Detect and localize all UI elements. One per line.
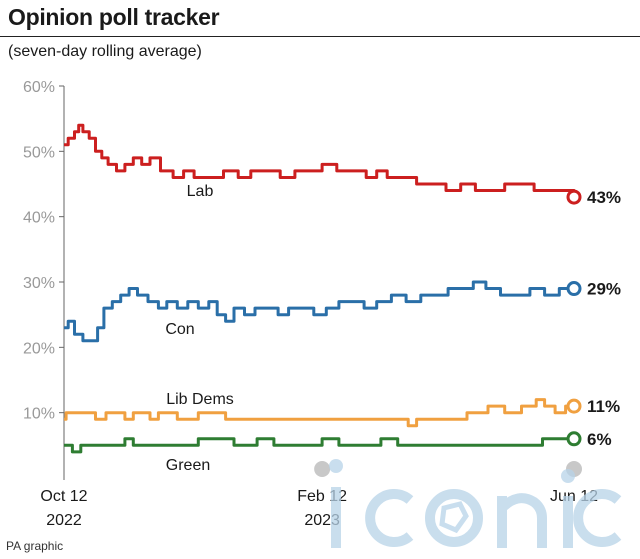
y-tick-label: 10% (23, 406, 55, 423)
series-name-label: Con (165, 321, 194, 338)
series-line-lib-dems (64, 398, 574, 428)
series-end-value-label: 29% (587, 280, 621, 299)
series-end-value-label: 43% (587, 188, 621, 207)
series-end-marker (566, 281, 582, 297)
chart-subtitle: (seven-day rolling average) (8, 43, 202, 60)
series-line-con (64, 280, 574, 343)
series-end-marker (566, 431, 582, 447)
series-line-lab (64, 123, 576, 198)
y-tick-label: 60% (23, 79, 55, 96)
series-line-green (64, 437, 574, 454)
x-tick-year-label: 2022 (46, 512, 82, 529)
series-name-label: Lab (187, 183, 214, 200)
x-tick-marker (314, 461, 331, 477)
iconic-watermark (329, 459, 622, 548)
series-end-value-label: 6% (587, 430, 612, 449)
y-tick-label: 20% (23, 340, 55, 357)
series-end-marker (566, 189, 582, 205)
series-end-marker (566, 398, 582, 414)
source-credit: PA graphic (6, 539, 64, 553)
x-tick-label: Oct 12 (40, 488, 87, 505)
title-rule (0, 36, 640, 37)
y-tick-label: 50% (23, 144, 55, 161)
chart-title: Opinion poll tracker (8, 4, 220, 30)
series-name-label: Lib Dems (166, 391, 234, 408)
series-end-value-label: 11% (587, 397, 620, 416)
series-name-label: Green (166, 457, 210, 474)
y-tick-label: 40% (23, 210, 55, 227)
y-tick-label: 30% (23, 275, 55, 292)
